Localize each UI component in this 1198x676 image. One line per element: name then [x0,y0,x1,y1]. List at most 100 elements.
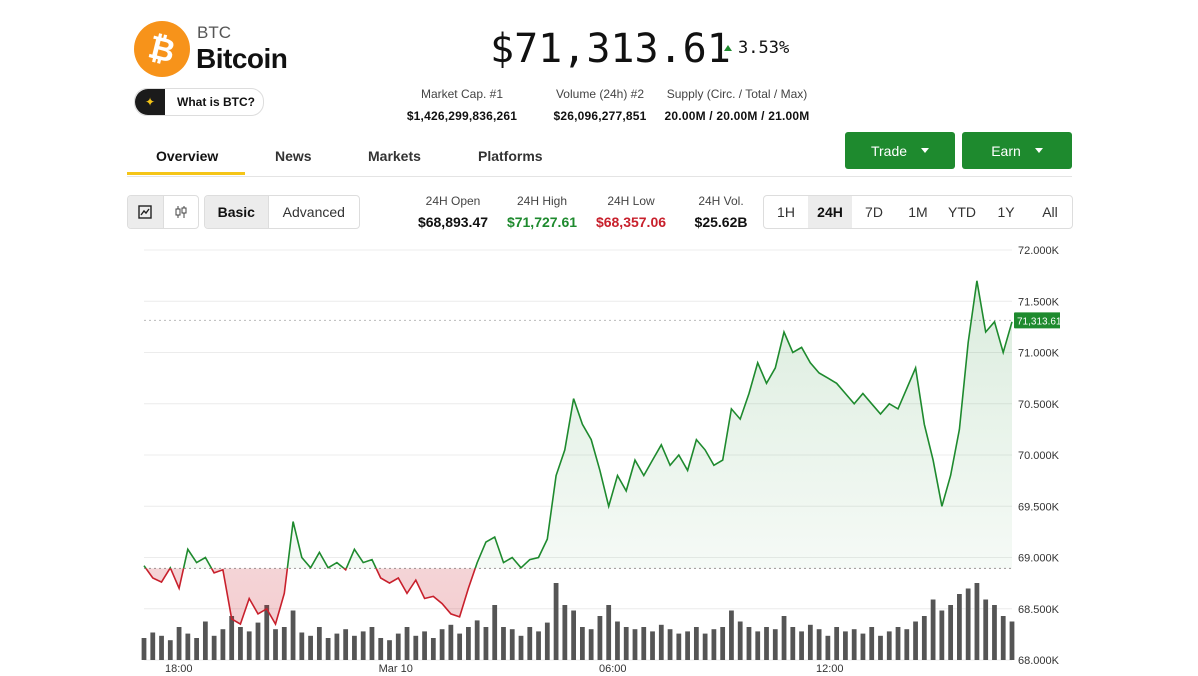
chart-type-toggle [127,195,199,229]
volume-bar [781,616,787,660]
volume-bar [281,627,287,660]
high-label: 24H High [516,194,568,208]
volume-bar [483,627,489,660]
y-tick-label: 71.000K [1018,348,1060,360]
volume-bar [474,620,480,660]
volume-bar [965,588,971,660]
volume-bar [387,640,392,660]
low-label: 24H Low [607,194,655,208]
high-stat: 24H High $71,727.61 [502,194,582,230]
up-arrow-icon [724,45,732,51]
volume-bar [527,627,533,660]
volume-bar [290,610,296,660]
chevron-down-icon [1034,148,1043,153]
volume-bar [913,621,918,660]
volume-bar [176,627,182,660]
range-24h[interactable]: 24H [808,196,852,228]
range-1m[interactable]: 1M [908,204,928,220]
sparkle-icon: ✦ [135,89,165,115]
tab-overview[interactable]: Overview [156,148,219,164]
volume-bar [255,622,261,660]
volume-bar [492,605,498,660]
vol-value: $25.62B [694,214,748,230]
volume-bar [650,631,655,660]
volume-bar [764,627,769,660]
volume-bar [860,633,866,660]
range-7d[interactable]: 7D [865,204,883,220]
volume-bar [378,638,384,660]
supply-stat: Supply (Circ. / Total / Max) 20.00M / 20… [656,87,818,123]
svg-text:₿: ₿ [145,27,179,70]
volume-bar [264,605,270,660]
tab-news[interactable]: News [275,148,312,164]
market-cap-stat: Market Cap. #1 $1,426,299,836,261 [400,87,524,123]
chevron-down-icon [921,148,930,153]
advanced-mode-button[interactable]: Advanced [282,204,345,220]
volume-bar [194,638,199,660]
tab-platforms[interactable]: Platforms [478,148,543,164]
volume-bar [1000,616,1006,660]
volume-bar [746,627,752,660]
line-chart-icon[interactable] [128,196,164,228]
x-tick-label: Mar 10 [379,663,413,675]
volume-bar [238,627,243,660]
volume-bar [518,635,524,660]
y-tick-label: 69.000K [1018,553,1060,565]
vol-label: 24H Vol. [698,194,744,208]
volume-bar [220,629,226,660]
tab-markets[interactable]: Markets [368,148,421,164]
volume-bar [685,631,690,660]
volume-bar [676,633,682,660]
trade-button[interactable]: Trade [845,132,955,169]
range-all[interactable]: All [1042,204,1058,220]
volume-bar [720,627,726,660]
x-tick-label: 12:00 [816,663,844,675]
volume-bar [352,635,357,660]
range-1h[interactable]: 1H [777,204,795,220]
volume-bar [1009,621,1015,660]
what-is-btc-button[interactable]: ✦ What is BTC? [134,88,264,116]
candlestick-chart-icon[interactable] [164,196,199,228]
volume-bar [430,638,436,660]
market-cap-label: Market Cap. #1 [420,87,504,101]
volume-bar [325,638,331,660]
price-area-up [144,280,1012,569]
volume-bar [413,635,419,660]
y-tick-label: 72.000K [1018,245,1060,257]
tab-bar: Overview News Markets Platforms [127,138,1072,177]
volume-bar [334,633,340,660]
volume-bar [167,640,173,660]
volume-bar [702,633,708,660]
y-tick-label: 71.500K [1018,296,1060,308]
earn-button[interactable]: Earn [962,132,1072,169]
volume-bar [729,610,734,660]
volume-bar [737,621,743,660]
price-line-up [143,280,1013,569]
market-cap-value: $1,426,299,836,261 [406,109,518,123]
volume-bar [439,629,445,660]
volume-bar [316,627,322,660]
volume-bar [895,627,901,660]
volume-bar [597,616,603,660]
volume-bar [211,635,217,660]
open-stat: 24H Open $68,893.47 [408,194,498,230]
active-tab-indicator [127,172,245,175]
range-ytd[interactable]: YTD [948,204,976,220]
volume-bar [799,631,804,660]
volume-bar [299,632,305,660]
volume-bar [641,627,647,660]
volume-bar [658,624,664,660]
range-1y[interactable]: 1Y [997,204,1015,220]
volume-bar [141,638,147,660]
volume-bar [693,627,699,660]
basic-mode-button[interactable]: Basic [205,196,269,228]
low-stat: 24H Low $68,357.06 [588,194,674,230]
volume-bar [159,635,164,660]
volume-bar [904,629,910,660]
volume-bar [843,631,848,660]
volume-bar [921,616,927,660]
volume-value: $26,096,277,851 [553,109,647,123]
volume-bar [974,583,980,660]
price-change: 3.53% [724,38,789,58]
price-chart[interactable]: 72.000K 71.500K 71.000K 70.500K 70.000K 69.50… [140,240,1060,676]
